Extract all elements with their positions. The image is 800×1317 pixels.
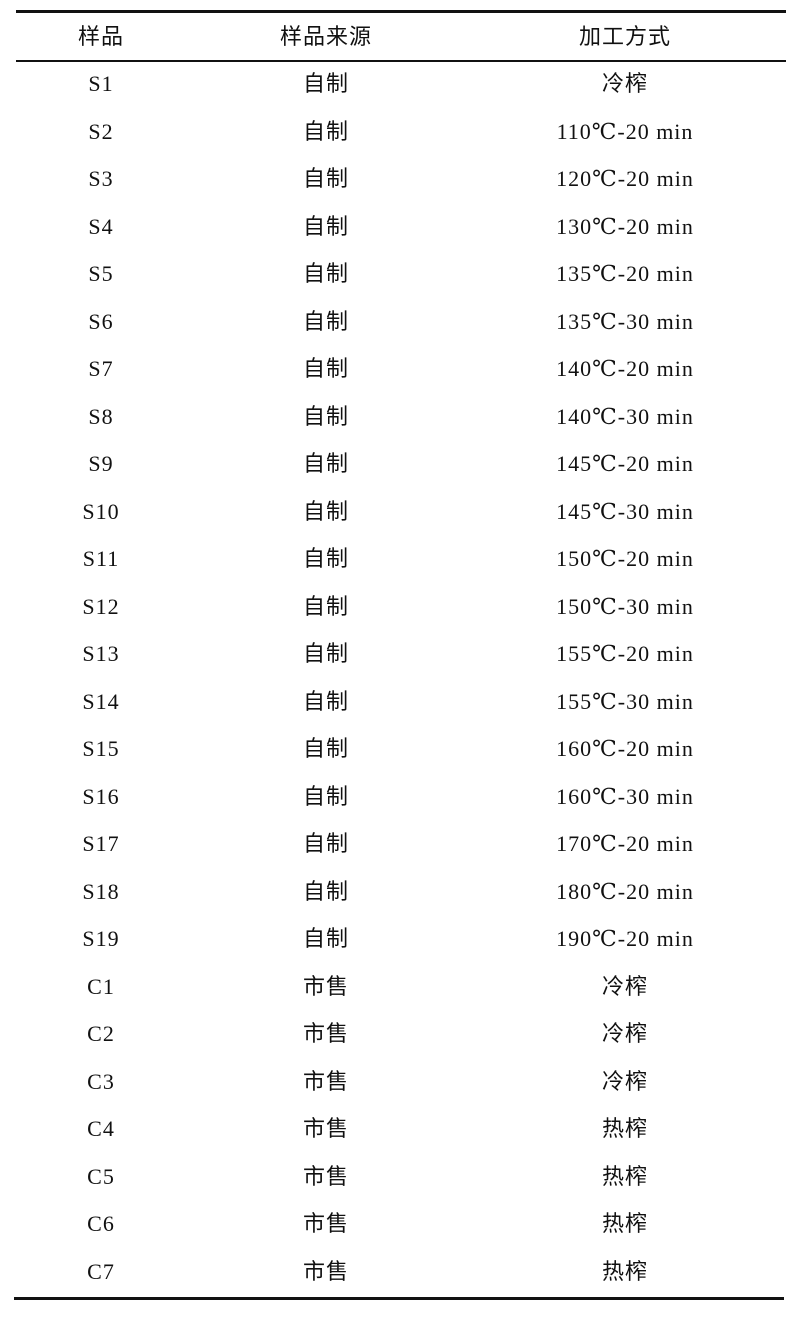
cell-source: 自制 bbox=[302, 451, 350, 477]
cell-processing: 110℃-20 min bbox=[556, 118, 694, 144]
cell-sample: C5 bbox=[87, 1163, 115, 1189]
cell-sample: S11 bbox=[82, 546, 120, 572]
cell-sample: S1 bbox=[88, 71, 114, 96]
cell-sample: C1 bbox=[87, 973, 115, 999]
cell-processing: 145℃-20 min bbox=[556, 451, 694, 477]
cell-source: 自制 bbox=[302, 546, 350, 572]
cell-processing: 热榨 bbox=[601, 1211, 649, 1237]
cell-source: 自制 bbox=[302, 736, 350, 762]
cell-source: 自制 bbox=[302, 641, 350, 667]
cell-source: 市售 bbox=[302, 1116, 350, 1142]
cell-sample: S4 bbox=[88, 213, 114, 239]
header-rule bbox=[16, 60, 786, 62]
cell-sample: S10 bbox=[82, 498, 120, 524]
cell-source: 自制 bbox=[302, 118, 350, 144]
cell-source: 自制 bbox=[302, 213, 350, 239]
cell-source: 自制 bbox=[302, 831, 350, 857]
cell-sample: S14 bbox=[82, 688, 120, 714]
cell-sample: S12 bbox=[82, 593, 120, 619]
cell-source: 自制 bbox=[302, 403, 350, 429]
cell-source: 自制 bbox=[302, 878, 350, 904]
cell-processing: 150℃-20 min bbox=[556, 546, 694, 572]
cell-processing: 热榨 bbox=[601, 1259, 649, 1284]
cell-processing: 130℃-20 min bbox=[556, 213, 694, 239]
cell-sample: C4 bbox=[87, 1116, 115, 1142]
cell-source: 自制 bbox=[302, 356, 350, 382]
cell-processing: 热榨 bbox=[601, 1163, 649, 1189]
cell-sample: C2 bbox=[87, 1021, 115, 1047]
cell-processing: 冷榨 bbox=[601, 973, 649, 999]
cell-processing: 145℃-30 min bbox=[556, 498, 694, 524]
cell-sample: S17 bbox=[82, 831, 120, 857]
cell-sample: S15 bbox=[82, 736, 120, 762]
cell-processing: 140℃-30 min bbox=[556, 403, 694, 429]
bottom-rule bbox=[14, 1297, 784, 1300]
cell-sample: S2 bbox=[88, 118, 114, 144]
cell-source: 自制 bbox=[302, 783, 350, 809]
cell-processing: 冷榨 bbox=[601, 1021, 649, 1047]
cell-source: 市售 bbox=[302, 1068, 350, 1094]
cell-processing: 160℃-20 min bbox=[556, 736, 694, 762]
cell-source: 自制 bbox=[302, 308, 350, 334]
cell-sample: S19 bbox=[82, 926, 120, 952]
cell-sample: S7 bbox=[88, 356, 114, 382]
cell-source: 市售 bbox=[302, 973, 350, 999]
cell-sample: C6 bbox=[87, 1211, 115, 1237]
cell-processing: 冷榨 bbox=[601, 1068, 649, 1094]
cell-processing: 热榨 bbox=[601, 1116, 649, 1142]
cell-sample: S13 bbox=[82, 641, 120, 667]
cell-sample: C3 bbox=[87, 1068, 115, 1094]
cell-source: 自制 bbox=[302, 166, 350, 192]
header-processing: 加工方式 bbox=[578, 24, 672, 49]
top-rule bbox=[16, 10, 786, 13]
cell-sample: S6 bbox=[88, 308, 114, 334]
header-source: 样品来源 bbox=[279, 24, 373, 49]
cell-source: 自制 bbox=[302, 261, 350, 287]
cell-processing: 120℃-20 min bbox=[556, 166, 694, 192]
cell-processing: 170℃-20 min bbox=[556, 831, 694, 857]
cell-sample: S5 bbox=[88, 261, 114, 287]
cell-source: 自制 bbox=[302, 926, 350, 952]
cell-sample: C7 bbox=[87, 1259, 115, 1284]
cell-processing: 150℃-30 min bbox=[556, 593, 694, 619]
cell-processing: 冷榨 bbox=[601, 71, 649, 96]
cell-sample: S8 bbox=[88, 403, 114, 429]
cell-processing: 180℃-20 min bbox=[556, 878, 694, 904]
cell-processing: 155℃-30 min bbox=[556, 688, 694, 714]
cell-sample: S16 bbox=[82, 783, 120, 809]
cell-processing: 160℃-30 min bbox=[556, 783, 694, 809]
cell-source: 市售 bbox=[302, 1259, 350, 1284]
cell-source: 自制 bbox=[302, 498, 350, 524]
cell-source: 自制 bbox=[302, 688, 350, 714]
cell-sample: S3 bbox=[88, 166, 114, 192]
cell-source: 市售 bbox=[302, 1021, 350, 1047]
cell-source: 自制 bbox=[302, 593, 350, 619]
cell-source: 市售 bbox=[302, 1163, 350, 1189]
cell-sample: S9 bbox=[88, 451, 114, 477]
cell-processing: 140℃-20 min bbox=[556, 356, 694, 382]
cell-processing: 135℃-20 min bbox=[556, 261, 694, 287]
cell-source: 市售 bbox=[302, 1211, 350, 1237]
header-sample: 样品 bbox=[77, 24, 125, 49]
cell-processing: 155℃-20 min bbox=[556, 641, 694, 667]
cell-processing: 190℃-20 min bbox=[556, 926, 694, 952]
cell-sample: S18 bbox=[82, 878, 120, 904]
cell-source: 自制 bbox=[302, 71, 350, 96]
cell-processing: 135℃-30 min bbox=[556, 308, 694, 334]
